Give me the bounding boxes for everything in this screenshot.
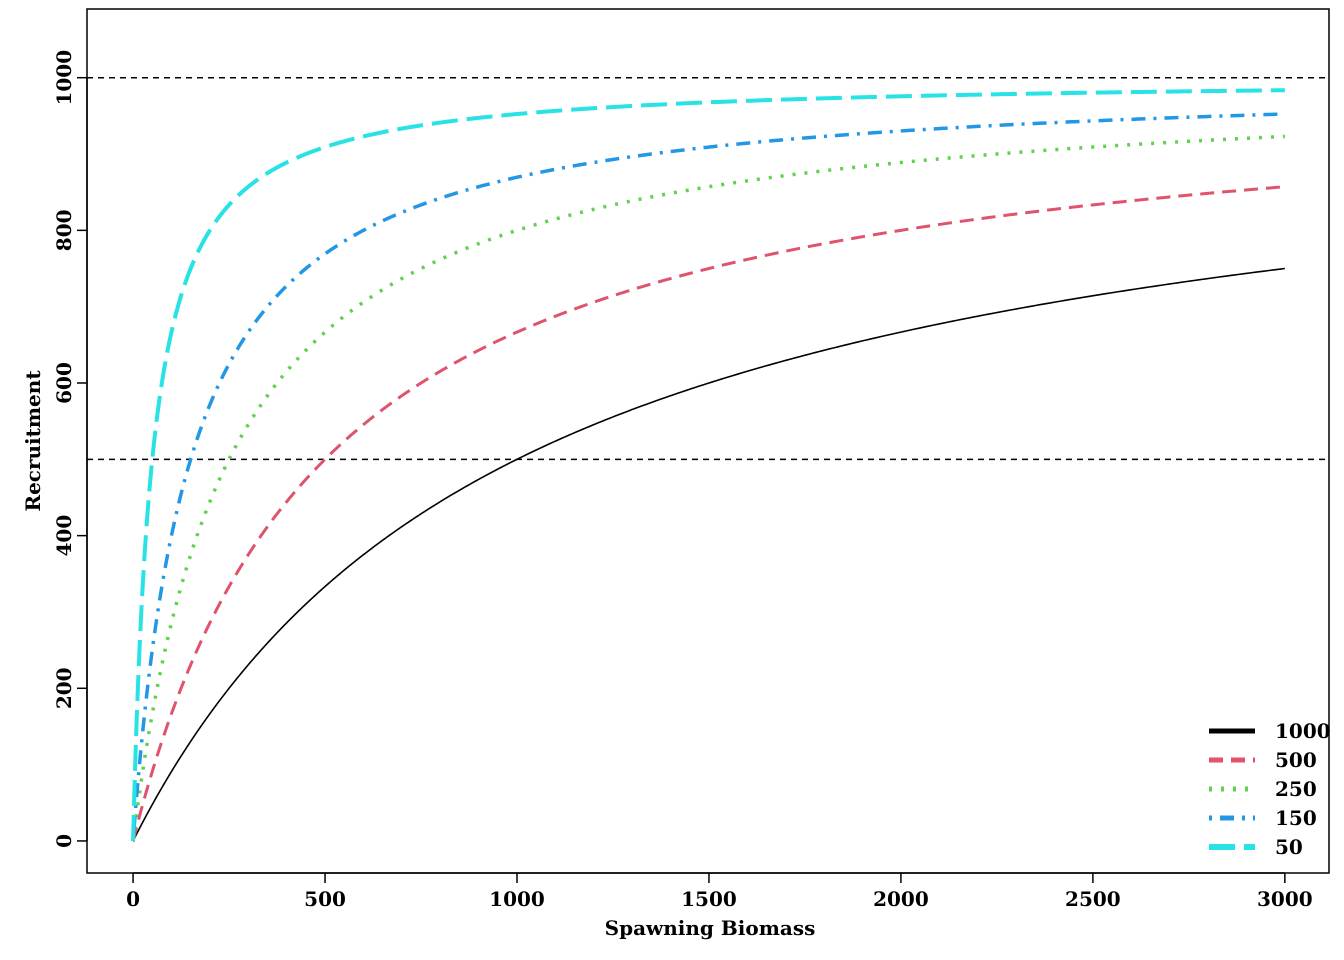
x-tick-label: 2500 [1065,887,1121,911]
y-tick-label: 800 [52,209,76,251]
series-line-250 [131,134,1285,843]
y-tick-label: 1000 [52,50,76,106]
series-line-50 [131,88,1285,843]
reference-lines [87,76,1329,461]
legend-label-250: 250 [1275,777,1317,801]
x-axis-title: Spawning Biomass [605,916,816,940]
y-tick-label: 600 [52,362,76,404]
series-line-150 [131,112,1285,843]
x-tick-label: 500 [304,887,346,911]
x-tick-label: 1000 [489,887,545,911]
y-axis: 0 200 400 600 800 1000 [52,50,88,848]
legend-label-1000: 1000 [1275,719,1331,743]
legend-label-500: 500 [1275,748,1317,772]
x-tick-label: 1500 [681,887,737,911]
y-axis-title: Recruitment [21,370,45,512]
series-line-500 [131,185,1285,843]
y-tick-label: 0 [52,834,76,848]
y-tick-label: 400 [52,515,76,557]
y-tick-label: 200 [52,667,76,709]
x-tick-label: 2000 [873,887,929,911]
legend-label-150: 150 [1275,806,1317,830]
series-lines [131,88,1285,843]
legend-label-50: 50 [1275,835,1303,859]
series-line-1000 [132,267,1285,842]
x-tick-label: 3000 [1257,887,1313,911]
x-tick-label: 0 [126,887,140,911]
x-axis: 0 500 1000 1500 2000 2500 3000 [126,872,1313,911]
legend: 1000 500 250 150 50 [1209,719,1331,859]
plot-frame [86,8,1330,874]
